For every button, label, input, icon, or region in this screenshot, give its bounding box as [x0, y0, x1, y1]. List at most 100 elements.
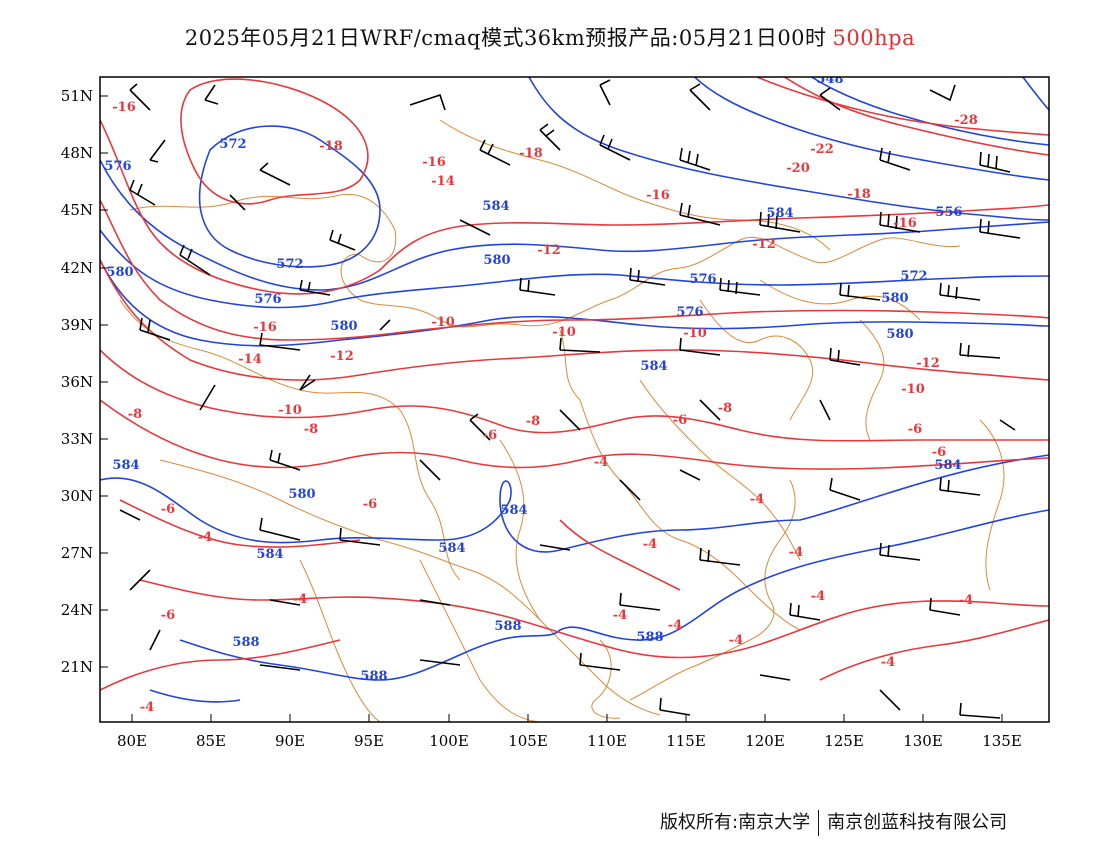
temperature-label: -4 [881, 655, 895, 670]
y-tick-label: 27N [61, 544, 93, 562]
temperature-label: -4 [729, 633, 743, 648]
temperature-label: -4 [643, 537, 657, 552]
height-label: 584 [640, 359, 667, 374]
temperature-label: -4 [613, 608, 627, 623]
temperature-label: -12 [916, 356, 940, 371]
temperature-label: -4 [959, 593, 973, 608]
height-label: 588 [636, 630, 663, 645]
x-tick-label: 135E [982, 732, 1022, 750]
y-tick-label: 30N [61, 487, 93, 505]
x-tick-label: 130E [903, 732, 943, 750]
copyright-text: 版权所有:南京大学 [660, 812, 811, 833]
height-label-group: 572 576 584 572 576 580 576 580 584 576 … [104, 77, 962, 684]
height-label: 580 [330, 319, 357, 334]
height-label: 556 [935, 205, 962, 220]
y-tick-label: 36N [61, 373, 93, 391]
height-contours [100, 77, 1049, 703]
footer-credits: 版权所有:南京大学 南京创蓝科技有限公司 [660, 808, 1007, 836]
height-label: 588 [232, 635, 259, 650]
title-main: 2025年05月21日WRF/cmaq模式36km预报产品:05月21日00时 [184, 26, 827, 50]
temperature-label: -4 [198, 530, 212, 545]
x-tick-label: 100E [429, 732, 469, 750]
height-label: 580 [881, 291, 908, 306]
temperature-label: -16 [422, 155, 446, 170]
height-label: 580 [288, 487, 315, 502]
temperature-label: -12 [752, 237, 776, 252]
x-tick-label: 125E [824, 732, 864, 750]
temperature-label: -10 [431, 315, 455, 330]
company-name: 南京创蓝科技有限公司 [827, 812, 1008, 833]
temperature-label: -14 [238, 352, 262, 367]
latitude-axis: 51N 48N 45N 42N 39N 36N 33N 30N 27N 24N … [61, 87, 93, 676]
pressure-level-label: 500hpa [832, 26, 916, 50]
temperature-label: -18 [847, 187, 871, 202]
temperature-label: -28 [954, 113, 978, 128]
y-tick-label: 51N [61, 87, 93, 105]
y-tick-label: 24N [61, 601, 93, 619]
y-tick-label: 42N [61, 259, 93, 277]
longitude-axis: 80E 85E 90E 95E 100E 105E 110E 115E 120E… [117, 732, 1022, 750]
temperature-label: -16 [253, 320, 277, 335]
temperature-label: -4 [811, 589, 825, 604]
height-label: 584 [934, 458, 961, 473]
temperature-label: -10 [683, 326, 707, 341]
temperature-label: -8 [526, 414, 540, 429]
temperature-label: -8 [304, 422, 318, 437]
height-label: 584 [256, 547, 283, 562]
x-tick-label: 85E [196, 732, 226, 750]
y-tick-label: 21N [61, 658, 93, 676]
wind-barbs [119, 79, 1021, 719]
temperature-label: -10 [552, 325, 576, 340]
temperature-label: -18 [519, 146, 543, 161]
temperature-label: -8 [718, 401, 732, 416]
temperature-label: -4 [293, 592, 307, 607]
temperature-label: -16 [646, 188, 670, 203]
y-tick-label: 39N [61, 316, 93, 334]
x-tick-label: 80E [117, 732, 147, 750]
temperature-label: -4 [750, 492, 764, 507]
temperature-contours [100, 77, 1049, 691]
temperature-label: -4 [789, 545, 803, 560]
x-tick-label: 95E [354, 732, 384, 750]
temperature-label: -6 [932, 445, 946, 460]
map-title: 2025年05月21日WRF/cmaq模式36km预报产品:05月21日00时 5… [0, 22, 1100, 52]
height-label: 584 [500, 503, 527, 518]
height-label: 580 [886, 327, 913, 342]
height-label: 580 [483, 253, 510, 268]
temperature-label: -14 [431, 174, 455, 189]
height-label: 576 [104, 159, 131, 174]
temperature-label-group: -16 -18 -16 -18 -14 -16 -22 -20 -18 -16 … [112, 100, 978, 715]
x-tick-label: 105E [508, 732, 548, 750]
temperature-label: -6 [908, 422, 922, 437]
y-tick-label: 33N [61, 430, 93, 448]
height-label: 588 [360, 669, 387, 684]
temperature-label: -4 [140, 700, 154, 715]
temperature-label: -22 [810, 142, 834, 157]
temperature-label: -16 [112, 100, 136, 115]
height-label: 572 [276, 257, 303, 272]
temperature-label: -16 [893, 216, 917, 231]
temperature-label: -20 [786, 161, 810, 176]
x-tick-label: 90E [275, 732, 305, 750]
x-tick-label: 115E [666, 732, 706, 750]
axis-ticks [100, 95, 1003, 722]
footer-divider [818, 810, 820, 836]
x-tick-label: 120E [745, 732, 785, 750]
y-tick-label: 48N [61, 144, 93, 162]
x-tick-label: 110E [587, 732, 627, 750]
temperature-label: -4 [594, 455, 608, 470]
height-label: 588 [494, 619, 521, 634]
temperature-label: -10 [901, 382, 925, 397]
height-label: 584 [112, 458, 139, 473]
temperature-label: -12 [537, 243, 561, 258]
height-label: 576 [689, 272, 716, 287]
temperature-label: -6 [161, 502, 175, 517]
plot-frame [99, 76, 1050, 723]
temperature-label: -6 [161, 608, 175, 623]
temperature-label: -6 [673, 413, 687, 428]
temperature-label: -6 [363, 497, 377, 512]
height-label: 584 [438, 541, 465, 556]
temperature-label: -12 [330, 349, 354, 364]
temperature-label: -8 [128, 407, 142, 422]
